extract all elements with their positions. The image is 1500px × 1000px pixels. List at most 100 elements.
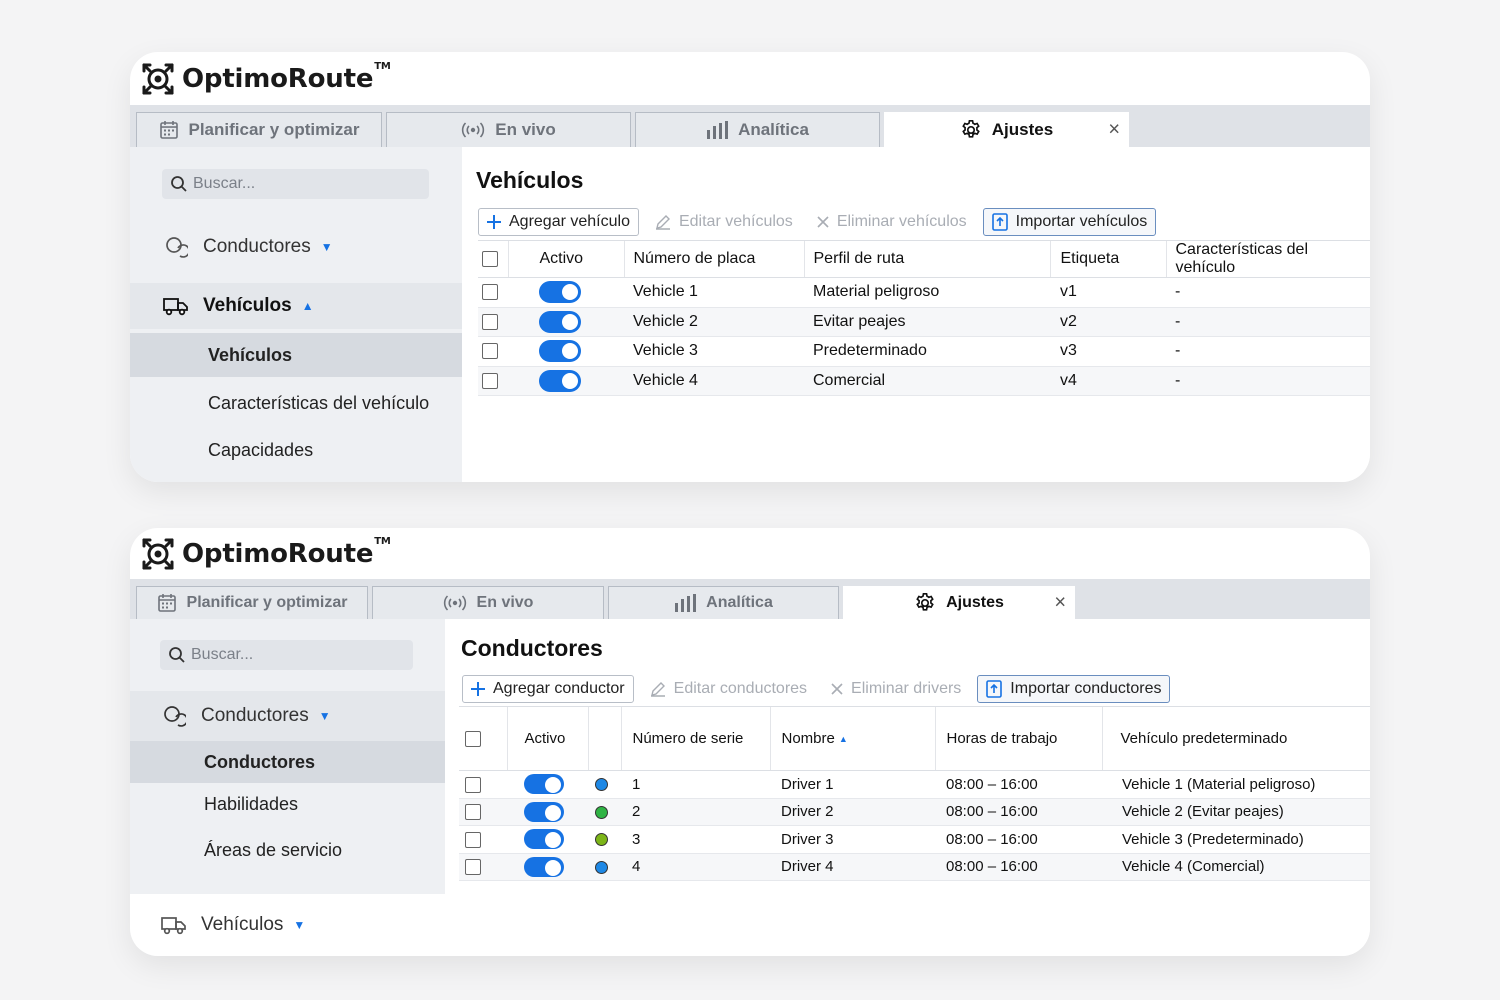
sidebar-group-drivers[interactable]: Conductores ▼ xyxy=(130,691,445,741)
import-drivers-button[interactable]: Importar conductores xyxy=(977,675,1171,703)
route-profile-cell: Predeterminado xyxy=(804,336,1050,367)
tag-cell: v3 xyxy=(1050,336,1166,367)
drivers-main: Conductores Agregar conductor Editar con… xyxy=(445,619,1370,956)
main-tab-bar: Planificar y optimizar En vivo Analítica… xyxy=(130,105,1370,147)
row-checkbox[interactable] xyxy=(482,313,498,330)
col-serial[interactable]: Número de serie xyxy=(620,706,770,771)
sidebar-group-vehicles[interactable]: Vehículos ▼ xyxy=(130,894,445,956)
chevron-down-icon: ▼ xyxy=(320,240,333,254)
col-work-hours[interactable]: Horas de trabajo xyxy=(934,706,1102,771)
tag-cell: v2 xyxy=(1050,307,1166,337)
search-input[interactable]: Buscar... xyxy=(162,169,429,199)
active-toggle[interactable] xyxy=(539,340,581,363)
select-all-checkbox[interactable] xyxy=(482,250,498,267)
add-driver-button[interactable]: Agregar conductor xyxy=(462,675,634,703)
sidebar-item-vehicles[interactable]: Vehículos xyxy=(130,333,462,377)
col-vehicle-features[interactable]: Características del vehículo xyxy=(1165,240,1370,278)
sidebar-item-capacities[interactable]: Capacidades xyxy=(208,439,314,460)
bar-chart-icon xyxy=(706,121,729,139)
table-header-row: Activo Número de placa Perfil de ruta Et… xyxy=(478,240,1370,278)
search-input[interactable]: Buscar... xyxy=(160,640,413,670)
table-row[interactable]: 1 Driver 1 08:00 – 16:00 Vehicle 1 (Mate… xyxy=(459,770,1370,799)
driver-color-dot xyxy=(595,778,608,792)
close-tab-icon[interactable]: × xyxy=(1108,118,1120,141)
tab-settings[interactable]: Ajustes × xyxy=(843,586,1075,619)
import-vehicles-button[interactable]: Importar vehículos xyxy=(982,208,1157,236)
brand-name: OptimoRouteTM xyxy=(182,535,391,569)
edit-vehicles-button[interactable]: Editar vehículos xyxy=(647,208,801,236)
features-cell: - xyxy=(1166,336,1370,367)
search-icon xyxy=(169,647,185,663)
pencil-icon xyxy=(655,214,671,230)
tab-settings[interactable]: Ajustes × xyxy=(884,112,1129,147)
tab-plan-optimize[interactable]: Planificar y optimizar xyxy=(136,586,368,619)
name-cell: Driver 1 xyxy=(770,770,935,799)
chevron-down-icon: ▼ xyxy=(318,709,331,723)
active-toggle[interactable] xyxy=(524,829,564,850)
sidebar-item-service-areas[interactable]: Áreas de servicio xyxy=(204,839,343,860)
plus-icon xyxy=(471,682,485,696)
drivers-toolbar: Agregar conductor Editar conductores Eli… xyxy=(462,675,1178,703)
col-tag[interactable]: Etiqueta xyxy=(1049,240,1166,278)
close-tab-icon[interactable]: × xyxy=(1054,591,1066,614)
row-checkbox[interactable] xyxy=(465,776,481,793)
default-vehicle-cell: Vehicle 3 (Predeterminado) xyxy=(1102,825,1370,854)
row-checkbox[interactable] xyxy=(482,372,498,389)
col-active[interactable]: Activo xyxy=(507,240,624,278)
add-vehicle-button[interactable]: Agregar vehículo xyxy=(478,208,639,236)
settings-sidebar: Buscar... Conductores ▼ Conductores Habi… xyxy=(130,619,445,956)
col-active[interactable]: Activo xyxy=(506,706,588,771)
row-checkbox[interactable] xyxy=(465,859,481,876)
live-signal-icon xyxy=(461,121,485,139)
tab-analytics[interactable]: Analítica xyxy=(608,586,839,619)
table-row[interactable]: 2 Driver 2 08:00 – 16:00 Vehicle 2 (Evit… xyxy=(459,798,1370,826)
sidebar-item-skills[interactable]: Habilidades xyxy=(204,793,299,814)
work-hours-cell: 08:00 – 16:00 xyxy=(935,825,1102,854)
plate-cell: Vehicle 4 xyxy=(624,366,804,396)
table-row[interactable]: 3 Driver 3 08:00 – 16:00 Vehicle 3 (Pred… xyxy=(459,825,1370,854)
features-cell: - xyxy=(1166,366,1370,396)
active-toggle[interactable] xyxy=(539,310,581,333)
name-cell: Driver 4 xyxy=(770,853,935,881)
table-row[interactable]: Vehicle 1 Material peligroso v1 - xyxy=(478,277,1370,308)
gear-icon xyxy=(914,592,936,614)
sidebar-group-vehicles[interactable]: Vehículos ▲ xyxy=(130,283,462,329)
active-toggle[interactable] xyxy=(524,856,564,877)
table-row[interactable]: Vehicle 2 Evitar peajes v2 - xyxy=(478,307,1370,337)
col-name[interactable]: Nombre ▲ xyxy=(769,706,935,771)
sidebar-item-drivers[interactable]: Conductores xyxy=(130,741,445,783)
active-toggle[interactable] xyxy=(539,281,581,304)
tab-live[interactable]: En vivo xyxy=(386,112,631,147)
table-row[interactable]: 4 Driver 4 08:00 – 16:00 Vehicle 4 (Come… xyxy=(459,853,1370,881)
row-checkbox[interactable] xyxy=(465,831,481,848)
col-default-vehicle[interactable]: Vehículo predeterminado xyxy=(1101,706,1370,771)
row-checkbox[interactable] xyxy=(482,284,498,301)
pencil-icon xyxy=(650,681,666,697)
route-profile-cell: Material peligroso xyxy=(804,277,1050,308)
tab-plan-optimize[interactable]: Planificar y optimizar xyxy=(136,112,382,147)
page-title: Conductores xyxy=(461,635,603,661)
features-cell: - xyxy=(1166,277,1370,308)
col-route-profile[interactable]: Perfil de ruta xyxy=(803,240,1050,278)
close-x-icon xyxy=(831,683,843,695)
optimoroute-logo-icon xyxy=(142,538,174,569)
sidebar-item-vehicle-features[interactable]: Características del vehículo xyxy=(208,392,430,413)
tab-analytics[interactable]: Analítica xyxy=(635,112,880,147)
row-checkbox[interactable] xyxy=(465,804,481,821)
tag-cell: v4 xyxy=(1050,366,1166,396)
select-all-checkbox[interactable] xyxy=(465,731,481,748)
active-toggle[interactable] xyxy=(524,801,564,822)
tab-live[interactable]: En vivo xyxy=(372,586,604,619)
delete-drivers-button[interactable]: Eliminar drivers xyxy=(823,675,969,703)
plate-cell: Vehicle 1 xyxy=(624,277,804,308)
active-toggle[interactable] xyxy=(539,369,581,392)
brand-header: OptimoRouteTM xyxy=(130,52,1370,105)
delete-vehicles-button[interactable]: Eliminar vehículos xyxy=(809,208,975,236)
edit-drivers-button[interactable]: Editar conductores xyxy=(642,675,815,703)
table-row[interactable]: Vehicle 3 Predeterminado v3 - xyxy=(478,336,1370,367)
active-toggle[interactable] xyxy=(524,774,564,795)
sidebar-group-drivers[interactable]: Conductores ▼ xyxy=(130,225,462,269)
col-plate[interactable]: Número de placa xyxy=(623,240,804,278)
row-checkbox[interactable] xyxy=(482,343,498,360)
table-row[interactable]: Vehicle 4 Comercial v4 - xyxy=(478,366,1370,396)
